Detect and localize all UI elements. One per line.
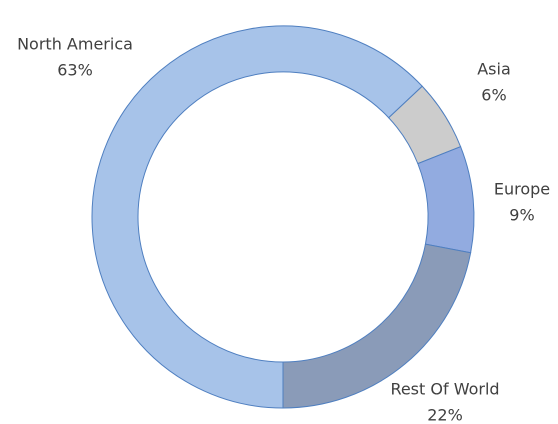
donut-segment	[417, 146, 475, 254]
category-label: Europe	[494, 180, 550, 199]
category-label: Asia	[477, 60, 511, 79]
category-label: Rest Of World	[390, 380, 499, 399]
value-label: 9%	[509, 206, 534, 225]
donut-segment	[91, 25, 423, 409]
value-label: 63%	[57, 61, 93, 80]
category-label: North America	[17, 35, 133, 54]
value-label: 22%	[427, 406, 463, 424]
donut-segment	[282, 243, 472, 409]
value-label: 6%	[481, 86, 506, 105]
